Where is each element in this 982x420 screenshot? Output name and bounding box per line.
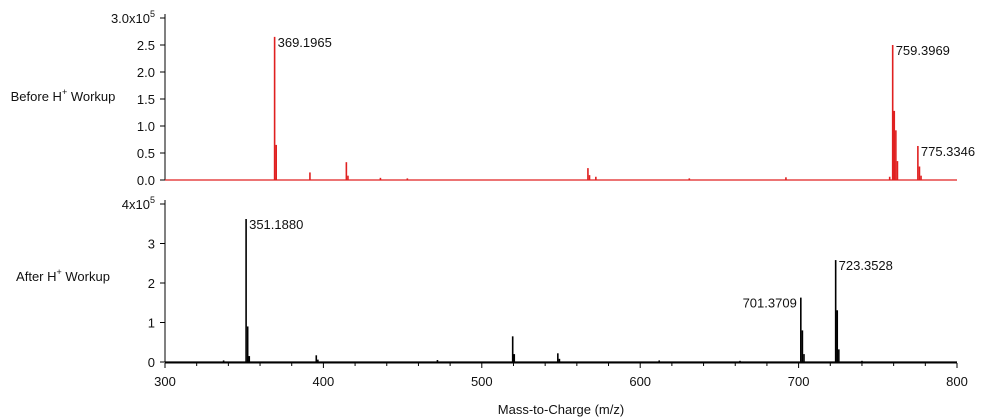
x-tick-label: 500 — [471, 374, 493, 389]
top-peak-label-2: 775.3346 — [921, 144, 975, 159]
bottom-y-tick-label: 0 — [148, 355, 155, 370]
top-peak-label-1: 759.3969 — [896, 43, 950, 58]
top-y-tick-label: 0.0 — [137, 173, 155, 188]
top-y-tick-label: 3.0x105 — [111, 9, 155, 26]
top-peak-label-0: 369.1965 — [278, 35, 332, 50]
x-tick-label: 800 — [946, 374, 968, 389]
x-tick-label: 400 — [313, 374, 335, 389]
bottom-peak-label-1: 701.3709 — [743, 296, 797, 311]
bottom-y-tick-label: 4x105 — [122, 195, 155, 212]
top-y-tick-label: 1.0 — [137, 119, 155, 134]
top-y-tick-label: 1.5 — [137, 92, 155, 107]
bottom-y-tick-label: 1 — [148, 316, 155, 331]
top-side-label: Before H+ Workup — [11, 87, 116, 104]
bottom-peak-label-2: 723.3528 — [839, 258, 893, 273]
x-tick-label: 700 — [788, 374, 810, 389]
x-tick-label: 600 — [629, 374, 651, 389]
axes-layer — [160, 14, 958, 368]
bottom-side-label: After H+ Workup — [16, 267, 110, 284]
x-tick-label: 300 — [154, 374, 176, 389]
data-layer — [165, 36, 957, 363]
x-axis-title: Mass-to-Charge (m/z) — [498, 402, 624, 417]
top-y-tick-label: 2.5 — [137, 38, 155, 53]
bottom-peak-label-0: 351.1880 — [249, 217, 303, 232]
top-y-tick-label: 0.5 — [137, 146, 155, 161]
text-layer: 0.0 0.5 1.0 1.5 2.0 2.5 3.0x105 369.1965 759.396… — [11, 9, 975, 417]
bottom-y-tick-label: 2 — [148, 276, 155, 291]
top-y-tick-label: 2.0 — [137, 65, 155, 80]
bottom-y-tick-label: 3 — [148, 237, 155, 252]
